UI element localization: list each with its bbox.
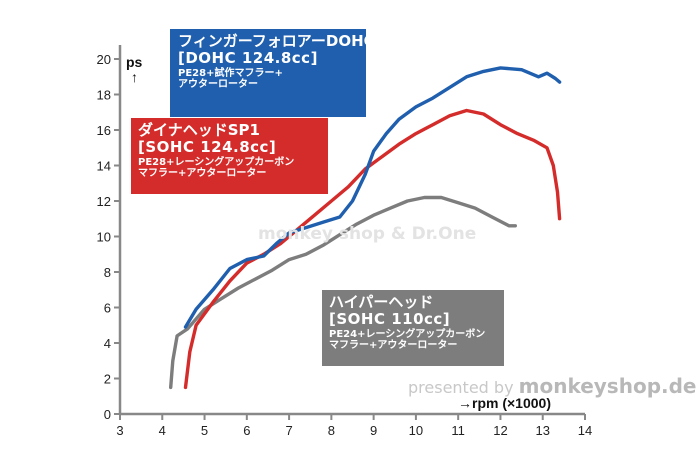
annotation-sohc-title: ダイナヘッドSP1 (138, 121, 260, 139)
x-tick-label: 7 (285, 423, 292, 438)
y-tick-label: 14 (97, 159, 111, 174)
annotation-hyper-spec: [SOHC 110cc] (329, 310, 451, 329)
y-tick-label: 4 (104, 336, 111, 351)
x-tick-label: 9 (370, 423, 377, 438)
chart-axes: 3 4 5 6 7 8 9 10 11 12 13 14 0 2 4 6 8 10 12 14 16 18 20 (97, 45, 592, 438)
annotation-sohc: ダイナヘッドSP1 [SOHC 124.8cc] PE28+レーシングアップカー… (131, 118, 328, 194)
y-tick-label: 20 (97, 52, 111, 67)
y-tick-label: 18 (97, 88, 111, 103)
x-tick-label: 4 (159, 423, 166, 438)
x-tick-label: 10 (409, 423, 423, 438)
y-tick-label: 12 (97, 194, 111, 209)
series-line-dohc (183, 66, 562, 329)
series-line-sohc (183, 108, 562, 390)
x-tick-label: 12 (493, 423, 507, 438)
annotation-sohc-note2: マフラー+アウターローター (138, 168, 267, 179)
annotation-dohc-note1: PE28+試作マフラー+ (178, 67, 283, 79)
annotation-hyper-note2: マフラー+アウターローター (329, 340, 458, 351)
x-tick-label: 6 (243, 423, 250, 438)
y-tick-label: 6 (104, 301, 111, 316)
y-tick-label: 2 (104, 372, 111, 387)
x-tick-label: 14 (578, 423, 592, 438)
x-tick-label: 8 (328, 423, 335, 438)
x-tick-label: 5 (201, 423, 208, 438)
annotation-dohc-title: フィンガーフォロアーDOHC (178, 32, 375, 50)
annotation-dohc: フィンガーフォロアーDOHC [DOHC 124.8cc] PE28+試作マフラ… (170, 29, 375, 117)
background-watermark: monkey shop & Dr.One (258, 224, 477, 244)
annotation-dohc-spec: [DOHC 124.8cc] (178, 49, 318, 68)
annotation-sohc-spec: [SOHC 124.8cc] (138, 138, 277, 157)
annotation-hyper-note1: PE24+レーシングアップカーボン (329, 328, 486, 340)
y-axis-unit-arrow: ↑ (131, 69, 138, 85)
watermark-brand: monkeyshop.de (518, 374, 697, 398)
watermark-prefix: presented by (408, 378, 519, 397)
annotation-hyper-title: ハイパーヘッド (329, 293, 434, 311)
annotation-hyper: ハイパーヘッド [SOHC 110cc] PE24+レーシングアップカーボン マ… (322, 290, 504, 366)
y-tick-label: 16 (97, 123, 111, 138)
y-axis-unit-label: ps (126, 54, 143, 70)
presented-by-watermark: presented by monkeyshop.de (408, 374, 697, 398)
series-line-hyper (169, 195, 517, 390)
annotation-dohc-note2: アウターローター (178, 79, 258, 90)
x-tick-label: 11 (451, 423, 465, 438)
chart-series-layer (169, 66, 562, 390)
y-tick-label: 8 (104, 265, 111, 280)
x-axis-unit-label: →rpm (×1000) (458, 395, 551, 411)
annotation-sohc-note1: PE28+レーシングアップカーボン (138, 156, 295, 168)
y-tick-label: 10 (97, 230, 111, 245)
x-tick-label: 3 (116, 423, 123, 438)
x-tick-label: 13 (535, 423, 549, 438)
y-tick-label: 0 (104, 407, 111, 422)
